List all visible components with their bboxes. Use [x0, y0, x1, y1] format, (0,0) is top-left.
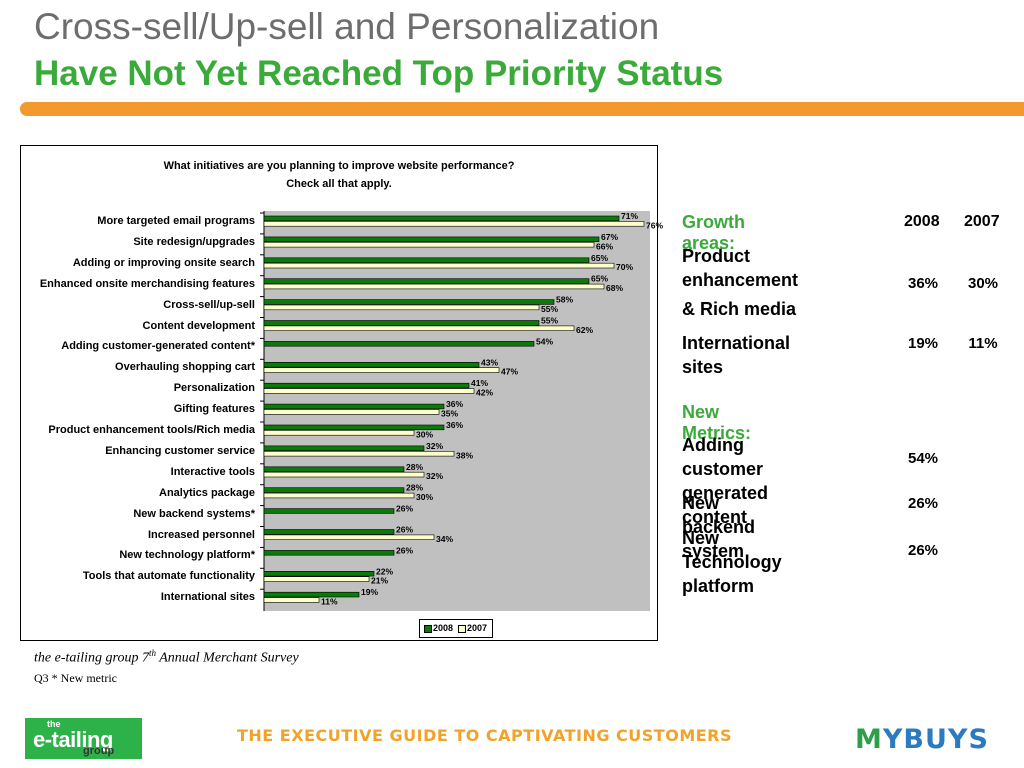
category-label: Overhauling shopping cart [115, 361, 255, 374]
growth-row-product-2008: 36% [907, 275, 939, 292]
category-label: Personalization [173, 382, 255, 395]
category-label: Interactive tools [170, 465, 255, 478]
metric-row-customer-content-label: Adding customer generated content [682, 435, 769, 527]
legend-swatch-2007 [458, 625, 466, 633]
etailing-group-logo: the e-tailing group [25, 718, 142, 759]
category-label: Content development [142, 319, 255, 332]
category-label: Adding or improving onsite search [72, 256, 255, 269]
legend-label-2008: 2008 [433, 623, 454, 633]
tagline: THE EXECUTIVE GUIDE TO CAPTIVATING CUSTO… [237, 726, 733, 745]
footnote: Q3 * New metric [34, 671, 117, 685]
category-label: Tools that automate functionality [82, 570, 255, 583]
orange-divider-bar [20, 102, 1024, 116]
metric-row-backend-label: New backend system [682, 493, 756, 561]
category-label: Site redesign/upgrades [133, 235, 255, 248]
category-label: New technology platform* [119, 549, 255, 562]
category-label: Gifting features [173, 403, 255, 416]
metric-row-tech-platform-label: New Technology platform [682, 528, 782, 596]
growth-row-international-label: International sites [682, 333, 791, 377]
mybuys-logo: MYBUYS [855, 724, 989, 755]
plot-area [264, 211, 650, 611]
legend-label-2007: 2007 [467, 623, 488, 633]
category-label: International sites [160, 591, 255, 604]
col-header-2008: 2008 [904, 213, 940, 230]
metric-row-tech-platform-2008: 26% [907, 542, 939, 559]
category-label: Enhanced onsite merchandising features [39, 277, 255, 290]
metric-row-backend-2008: 26% [907, 495, 939, 512]
chart-title: What initiatives are you planning to imp… [163, 160, 515, 172]
category-label: More targeted email programs [97, 215, 255, 227]
slide-title: Cross-sell/Up-sell and Personalization [34, 6, 660, 47]
slide-subtitle: Have Not Yet Reached Top Priority Status [34, 54, 724, 93]
category-labels: More targeted email programs Site redesig… [20, 0, 255, 768]
category-label: Increased personnel [148, 528, 255, 541]
chart-subtitle: Check all that apply. [286, 178, 392, 190]
category-label: New backend systems* [133, 507, 255, 520]
growth-heading: Growth areas: [682, 212, 745, 253]
source-citation: the e-tailing group 7th Annual Merchant … [34, 648, 299, 666]
legend-swatch-2008 [424, 625, 432, 633]
chart-legend: 2008 2007 [419, 619, 493, 638]
col-header-2007: 2007 [964, 213, 1000, 230]
category-label: Product enhancement tools/Rich media [48, 424, 255, 436]
category-label: Analytics package [159, 486, 255, 499]
growth-row-product-2007: 30% [967, 275, 999, 292]
new-metrics-heading: New Metrics: [682, 402, 752, 443]
growth-row-international-2008: 19% [907, 335, 939, 352]
category-label: Enhancing customer service [105, 444, 255, 457]
growth-row-product-label: Product enhancement & Rich media [682, 246, 799, 319]
category-label: Adding customer-generated content* [61, 340, 255, 353]
category-label: Cross-sell/up-sell [163, 298, 255, 311]
growth-row-international-2007: 11% [968, 335, 998, 352]
metric-row-customer-content-2008: 54% [907, 450, 939, 467]
